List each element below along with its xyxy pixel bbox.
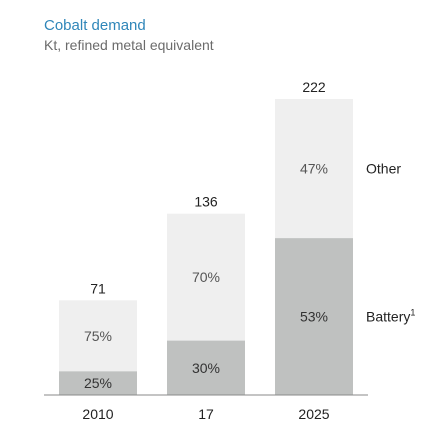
x-tick-label-17: 17 xyxy=(198,406,214,422)
bar-battery-17 xyxy=(167,340,245,395)
total-label-2010: 71 xyxy=(90,280,106,296)
bar-other-2025 xyxy=(275,99,353,239)
chart-subtitle: Kt, refined metal equivalent xyxy=(44,37,214,53)
series-label-battery: Battery1 xyxy=(366,308,415,325)
bar-battery-2025 xyxy=(275,238,353,395)
bar-other-17 xyxy=(167,213,245,341)
chart-title: Cobalt demand xyxy=(44,17,146,34)
share-label-other-17: 70% xyxy=(192,269,220,285)
total-label-17: 136 xyxy=(194,194,218,210)
bar-battery-2010 xyxy=(59,371,137,395)
x-tick-label-2025: 2025 xyxy=(298,406,329,422)
series-label-other: Other xyxy=(366,161,401,177)
share-label-battery-2025: 53% xyxy=(300,309,328,325)
share-label-battery-2010: 25% xyxy=(84,375,112,391)
share-label-other-2025: 47% xyxy=(300,161,328,177)
total-label-2025: 222 xyxy=(302,79,326,95)
share-label-battery-17: 30% xyxy=(192,360,220,376)
bar-other-2010 xyxy=(59,300,137,372)
x-tick-label-2010: 2010 xyxy=(82,406,113,422)
share-label-other-2010: 75% xyxy=(84,328,112,344)
